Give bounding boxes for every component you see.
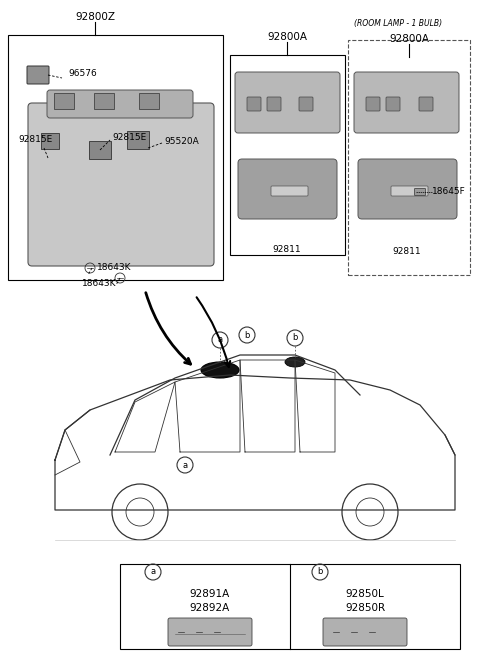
FancyBboxPatch shape (358, 159, 457, 219)
FancyBboxPatch shape (386, 97, 400, 111)
FancyBboxPatch shape (127, 131, 149, 149)
Text: 92811: 92811 (273, 245, 301, 254)
FancyBboxPatch shape (391, 186, 428, 196)
FancyBboxPatch shape (27, 66, 49, 84)
Text: 18645F: 18645F (432, 187, 466, 196)
FancyBboxPatch shape (299, 97, 313, 111)
Text: b: b (292, 334, 298, 342)
Text: b: b (317, 568, 323, 576)
FancyBboxPatch shape (323, 618, 407, 646)
Ellipse shape (201, 362, 239, 378)
Text: 96576: 96576 (68, 68, 97, 78)
FancyBboxPatch shape (247, 97, 261, 111)
FancyBboxPatch shape (54, 93, 74, 109)
Ellipse shape (285, 357, 305, 367)
FancyBboxPatch shape (235, 72, 340, 133)
FancyBboxPatch shape (415, 189, 425, 196)
Text: a: a (182, 461, 188, 470)
FancyBboxPatch shape (267, 97, 281, 111)
Text: 92815E: 92815E (112, 133, 146, 143)
Text: 92800A: 92800A (389, 34, 429, 44)
Text: 92850R: 92850R (345, 603, 385, 613)
FancyBboxPatch shape (139, 93, 159, 109)
FancyBboxPatch shape (41, 133, 59, 149)
FancyBboxPatch shape (419, 97, 433, 111)
Text: a: a (150, 568, 156, 576)
Text: (ROOM LAMP - 1 BULB): (ROOM LAMP - 1 BULB) (354, 19, 442, 28)
FancyBboxPatch shape (238, 159, 337, 219)
Text: 92891A: 92891A (190, 589, 230, 599)
Text: 18643K: 18643K (82, 279, 117, 288)
FancyBboxPatch shape (168, 618, 252, 646)
Text: 92811: 92811 (393, 247, 421, 256)
Text: b: b (244, 330, 250, 340)
Text: a: a (217, 336, 223, 344)
Text: 18643K: 18643K (97, 263, 132, 273)
FancyBboxPatch shape (354, 72, 459, 133)
Text: 92815E: 92815E (18, 135, 52, 145)
FancyBboxPatch shape (271, 186, 308, 196)
FancyBboxPatch shape (366, 97, 380, 111)
Text: 92892A: 92892A (190, 603, 230, 613)
FancyBboxPatch shape (89, 141, 111, 159)
FancyBboxPatch shape (94, 93, 114, 109)
FancyBboxPatch shape (47, 90, 193, 118)
Text: 92800A: 92800A (267, 32, 307, 42)
Text: 95520A: 95520A (164, 137, 199, 145)
Text: 92800Z: 92800Z (75, 12, 115, 22)
FancyBboxPatch shape (28, 103, 214, 266)
Text: 92850L: 92850L (346, 589, 384, 599)
